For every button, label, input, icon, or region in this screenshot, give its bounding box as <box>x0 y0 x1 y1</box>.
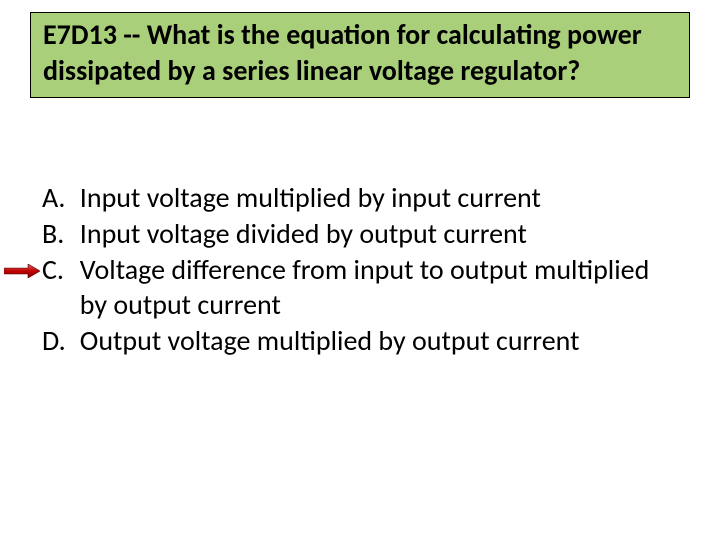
answer-text: Input voltage multiplied by input curren… <box>80 180 682 216</box>
answer-list: A. Input voltage multiplied by input cur… <box>42 180 682 359</box>
answer-letter: A. <box>42 180 80 216</box>
answer-option-d: D. Output voltage multiplied by output c… <box>42 323 682 359</box>
question-text: E7D13 -- What is the equation for calcul… <box>43 17 677 89</box>
answer-option-c: C. Voltage difference from input to outp… <box>42 252 682 324</box>
answer-letter: C. <box>42 252 80 288</box>
answer-option-a: A. Input voltage multiplied by input cur… <box>42 180 682 216</box>
answer-text: Voltage difference from input to output … <box>80 252 682 324</box>
answer-text: Output voltage multiplied by output curr… <box>80 323 682 359</box>
answer-text: Input voltage divided by output current <box>80 216 682 252</box>
slide: E7D13 -- What is the equation for calcul… <box>0 0 720 540</box>
question-box: E7D13 -- What is the equation for calcul… <box>30 12 690 98</box>
answer-letter: D. <box>42 323 80 359</box>
correct-answer-arrow-icon <box>4 264 40 278</box>
answer-option-b: B. Input voltage divided by output curre… <box>42 216 682 252</box>
answer-letter: B. <box>42 216 80 252</box>
